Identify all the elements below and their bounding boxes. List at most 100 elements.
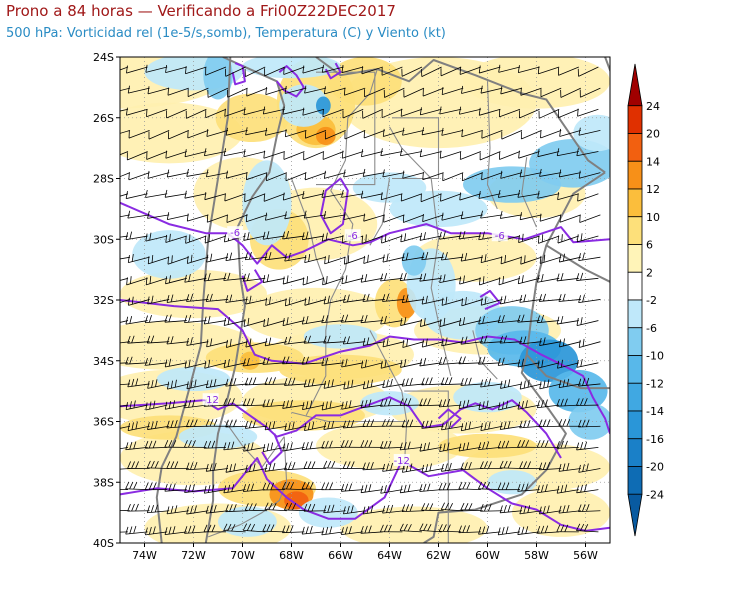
wind-barb — [438, 398, 462, 408]
wind-barb — [461, 172, 483, 182]
wind-barb — [419, 357, 442, 367]
wind-barb — [421, 463, 444, 473]
wind-barb — [125, 231, 148, 241]
wind-barb — [383, 87, 405, 98]
wind-barb — [283, 151, 305, 160]
wind-barb — [265, 296, 287, 306]
border-line — [545, 244, 610, 283]
colorbar-segment — [627, 410, 643, 440]
wind-barb — [120, 446, 129, 450]
border-line — [204, 57, 286, 543]
lat-label: 26S — [93, 112, 114, 125]
temperature-contour-line — [437, 408, 462, 429]
wind-barb — [341, 400, 364, 410]
wind-barb — [125, 400, 148, 411]
wind-barb — [205, 378, 229, 389]
contour-label-bg — [491, 229, 508, 242]
wind-barb — [343, 294, 366, 303]
wind-barb — [440, 377, 464, 386]
wind-barb — [128, 172, 150, 181]
wind-barb — [205, 66, 227, 76]
wind-barb — [440, 502, 464, 512]
wind-barb — [438, 482, 462, 491]
wind-barb — [223, 359, 246, 368]
colorbar-label: 12 — [646, 183, 660, 196]
colorbar-label: 20 — [646, 128, 660, 141]
wind-barb — [578, 170, 601, 179]
temperature-contour-line — [231, 62, 246, 86]
wind-barb — [120, 404, 129, 407]
wind-barb — [244, 377, 268, 386]
wind-barb — [187, 130, 209, 139]
vorticity-patch — [340, 506, 488, 543]
wind-barb — [343, 379, 366, 390]
wind-barb — [166, 461, 189, 469]
wind-barb — [264, 66, 285, 77]
wind-barb — [205, 462, 229, 472]
wind-barb — [362, 293, 385, 302]
wind-barb — [225, 127, 248, 136]
lat-label: 38S — [93, 476, 114, 489]
border-line — [291, 411, 407, 423]
wind-barb — [147, 254, 170, 265]
wind-barb — [224, 193, 246, 202]
wind-barb — [145, 400, 168, 411]
contour-label-bg — [227, 226, 244, 239]
wind-barb — [458, 399, 481, 409]
wind-barb — [478, 525, 501, 535]
temperature-contour-line — [276, 65, 305, 98]
wind-barb — [576, 148, 599, 157]
wind-barb — [203, 524, 227, 533]
border-line — [155, 57, 232, 543]
wind-barb — [401, 252, 425, 262]
wind-barb — [282, 230, 305, 240]
wind-barb — [501, 130, 523, 140]
wind-barb — [442, 172, 464, 182]
wind-barb — [440, 462, 464, 472]
wind-barb — [205, 108, 227, 119]
wind-barb — [206, 338, 229, 348]
contour-label: -12 — [394, 456, 410, 467]
wind-barb — [419, 442, 442, 452]
wind-barb — [282, 481, 305, 491]
wind-barb — [343, 169, 366, 178]
wind-barb — [144, 314, 168, 324]
wind-barb — [186, 419, 209, 428]
wind-barb — [322, 151, 344, 160]
wind-barb — [497, 482, 521, 491]
wind-barb — [301, 231, 325, 241]
wind-barb — [480, 335, 503, 344]
wind-barb — [127, 421, 150, 432]
wind-barb — [127, 210, 150, 219]
wind-barb — [147, 379, 170, 389]
wind-barb — [498, 64, 521, 73]
wind-barb — [517, 189, 540, 198]
wind-barb — [401, 66, 423, 77]
wind-barb — [265, 212, 287, 221]
wind-barb — [440, 66, 462, 77]
wind-barb — [556, 440, 579, 449]
wind-barb — [187, 87, 209, 98]
wind-barb — [262, 398, 285, 408]
temperature-contour-line — [120, 457, 610, 532]
wind-barb — [263, 150, 285, 159]
wind-barb — [538, 234, 560, 244]
vorticity-patch — [328, 57, 402, 106]
wind-barb — [125, 316, 148, 325]
colorbar-segment — [627, 327, 643, 356]
map-subtitle: 500 hPa: Vorticidad rel (1e-5/s,somb), T… — [6, 26, 446, 41]
wind-barb — [303, 503, 327, 512]
vorticity-patch — [389, 190, 488, 228]
wind-barb — [284, 502, 307, 512]
wind-barb — [360, 190, 383, 199]
lon-label: 56W — [573, 549, 598, 562]
colorbar-segment — [627, 133, 643, 162]
wind-barb — [497, 357, 521, 366]
wind-barb — [382, 504, 405, 514]
wind-barb — [361, 234, 383, 244]
wind-barb — [301, 525, 325, 535]
wind-barb — [186, 293, 209, 302]
wind-barb — [146, 335, 170, 344]
wind-barb — [556, 524, 579, 533]
wind-barb — [518, 233, 540, 243]
